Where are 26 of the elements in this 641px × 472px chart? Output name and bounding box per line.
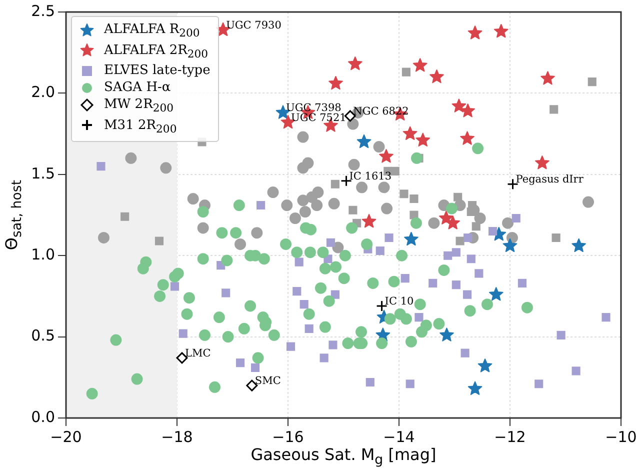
annotation: LMC [184,347,211,360]
legend-label: ELVES late-type [104,63,210,78]
y-tick-label: 0.5 [31,326,55,345]
y-tick-label: 2.0 [31,83,55,102]
x-tick-label: −16 [272,428,304,446]
annotation: Pegasus dIrr [516,174,584,186]
x-axis-title: Gaseous Sat. M$_{g}$ [mag] [250,444,438,468]
x-tick-label: −10 [605,428,637,446]
legend-label: M31 2R$_{200}$ [104,118,177,136]
annotation: IC 10 [384,295,414,308]
y-tick-label: 1.0 [31,245,55,264]
legend-label: MW 2R$_{200}$ [104,97,174,115]
legend-label: ALFALFA 2R$_{200}$ [104,42,208,60]
legend-label: SAGA H-α [104,80,171,96]
annotation: SMC [254,375,281,388]
y-tick-label: 0.0 [31,408,55,426]
annotation: UGC 7521 [291,112,346,124]
legend-label: ALFALFA R$_{200}$ [104,22,200,40]
x-tick-label: −14 [383,428,415,446]
y-tick-label: 2.5 [31,2,55,20]
x-tick-label: −18 [161,428,193,446]
annotation: UGC 7930 [226,19,282,32]
x-tick-label: −20 [50,428,82,446]
annotation: IC 1613 [349,170,392,182]
y-tick-label: 1.5 [31,164,55,182]
x-tick-label: −12 [494,428,526,446]
